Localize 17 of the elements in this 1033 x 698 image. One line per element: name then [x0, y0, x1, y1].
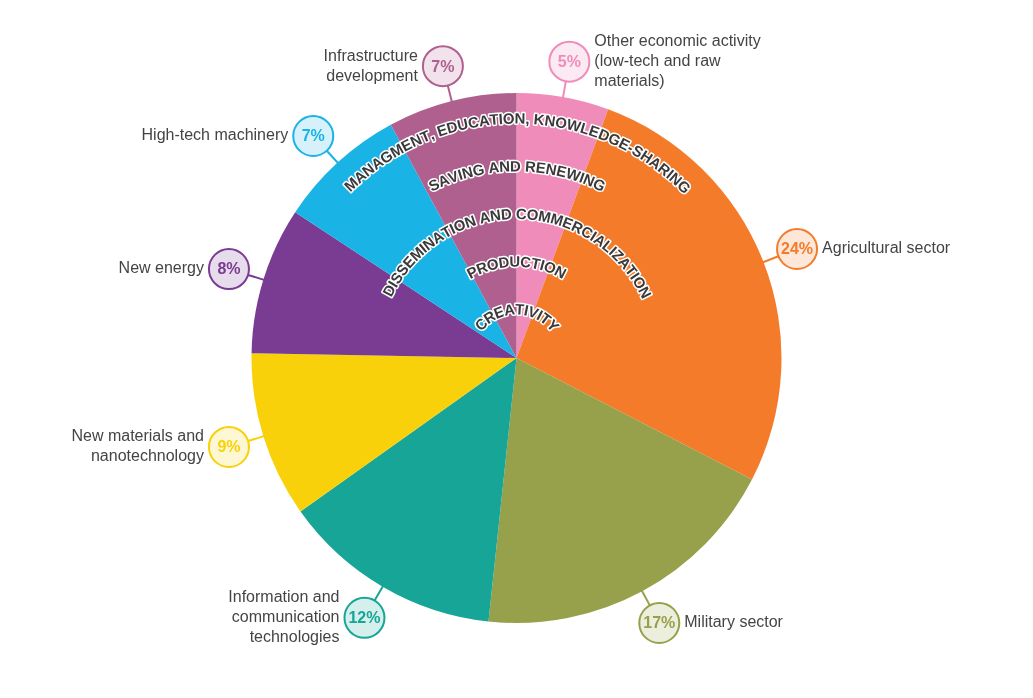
data-label: 17%: [643, 614, 676, 632]
slice-label: New materials and nanotechnology: [71, 427, 204, 465]
text: CREATIVITY: [471, 300, 563, 335]
data-label: 7%: [301, 127, 325, 145]
data-label: 9%: [217, 438, 241, 456]
text: SAVING AND RENEWING: [425, 157, 609, 195]
data-label: 12%: [348, 609, 381, 627]
data-label: 24%: [781, 240, 814, 258]
slice-label: Information and communication technologies: [228, 588, 340, 646]
slice-label: Infrastructure development: [323, 46, 419, 84]
slice-label: Other economic activity (low-tech and raw materials): [594, 32, 761, 90]
slice-label: New energy: [118, 259, 204, 277]
slice-label: Agricultural sector: [822, 239, 951, 257]
data-label: 8%: [217, 260, 241, 278]
data-label: 7%: [431, 57, 455, 75]
slice-label: Military sector: [684, 613, 784, 631]
slice-label: High-tech machinery: [141, 126, 289, 144]
